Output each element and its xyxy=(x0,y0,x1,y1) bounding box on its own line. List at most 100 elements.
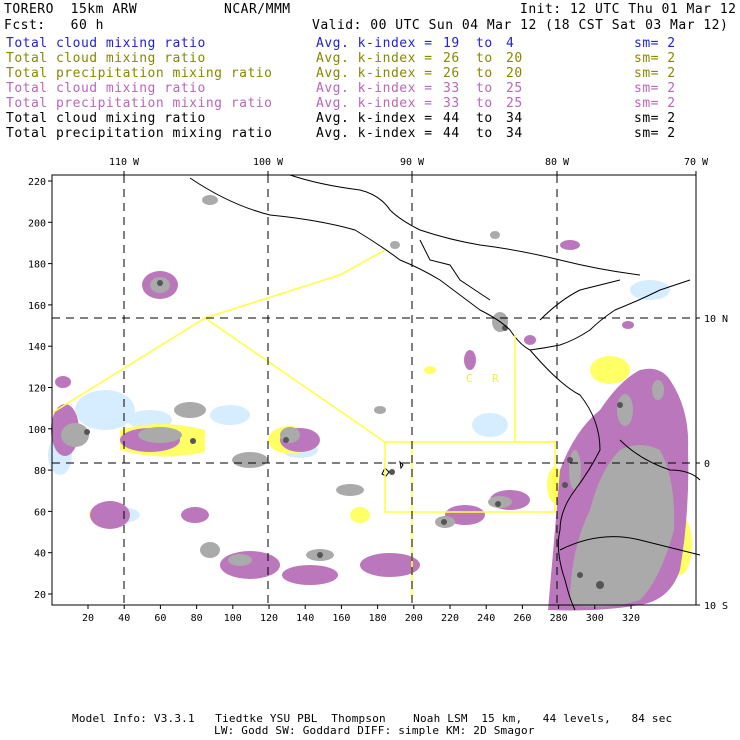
legend-row: Total cloud mixing ratio Avg. k-index = 1… xyxy=(6,36,736,51)
legend-index-to: 34 xyxy=(506,111,523,126)
legend-row: Total cloud mixing ratio Avg. k-index = 4… xyxy=(6,111,736,126)
x-tick-label: 180 xyxy=(369,613,387,624)
axis-labels: 110 W 100 W 90 W 80 W 70 W 10 N 0 10 S 220 200 180… xyxy=(28,157,728,624)
legend-smoothing: sm= 2 xyxy=(634,36,676,51)
lon-label: 90 W xyxy=(400,157,425,168)
valid-time: Valid: 00 UTC Sun 04 Mar 12 (18 CST Sat … xyxy=(312,18,729,33)
x-tick-label: 140 xyxy=(296,613,314,624)
x-tick-label: 300 xyxy=(586,613,604,624)
box-label-r: R xyxy=(492,372,499,385)
legend-row: Total cloud mixing ratio Avg. k-index = 3… xyxy=(6,81,736,96)
box-label-c: C xyxy=(466,372,473,385)
y-tick-label: 180 xyxy=(28,260,46,271)
model-title: TORERO 15km ARW xyxy=(4,2,138,17)
legend-to-word: to xyxy=(476,36,493,51)
x-tick-label: 240 xyxy=(477,613,495,624)
legend-field-name: Total cloud mixing ratio xyxy=(6,36,206,51)
x-tick-label: 20 xyxy=(82,613,94,624)
y-tick-label: 20 xyxy=(34,590,46,601)
lon-label: 70 W xyxy=(684,157,709,168)
legend-index-to: 20 xyxy=(506,66,523,81)
legend-field-name: Total cloud mixing ratio xyxy=(6,111,206,126)
y-tick-label: 200 xyxy=(28,218,46,229)
legend-smoothing: sm= 2 xyxy=(634,66,676,81)
legend-row: Total precipitation mixing ratio Avg. k-i… xyxy=(6,126,736,141)
lat-label: 10 N xyxy=(704,314,728,325)
x-tick-label: 200 xyxy=(405,613,423,624)
legend-field-name: Total cloud mixing ratio xyxy=(6,51,206,66)
legend-smoothing: sm= 2 xyxy=(634,51,676,66)
legend-index-from: 44 xyxy=(443,111,460,126)
legend-index-label: Avg. k-index = xyxy=(316,81,441,96)
legend-field-name: Total precipitation mixing ratio xyxy=(6,66,273,81)
x-tick-label: 220 xyxy=(441,613,459,624)
lon-label: 110 W xyxy=(109,157,140,168)
forecast-map: C R 110 W 100 W 90 W 80 W 70 W 10 N 0 10 S 220 20… xyxy=(28,157,728,624)
legend-index-to: 34 xyxy=(506,126,523,141)
x-tick-label: 40 xyxy=(118,613,130,624)
y-tick-label: 40 xyxy=(34,549,46,560)
x-tick-label: 80 xyxy=(191,613,203,624)
legend-index-label: Avg. k-index = xyxy=(316,126,441,141)
legend-index-from: 33 xyxy=(443,81,460,96)
lon-label: 100 W xyxy=(253,157,284,168)
legend-to-word: to xyxy=(476,96,493,111)
legend-to-word: to xyxy=(476,81,493,96)
x-tick-label: 260 xyxy=(513,613,531,624)
legend-to-word: to xyxy=(476,126,493,141)
y-tick-label: 60 xyxy=(34,507,46,518)
legend-index-to: 4 xyxy=(506,36,515,51)
legend-smoothing: sm= 2 xyxy=(634,81,676,96)
y-tick-label: 120 xyxy=(28,384,46,395)
model-physics: LW: Godd SW: Goddard DIFF: simple KM: 2D… xyxy=(214,724,535,737)
legend-index-from: 33 xyxy=(443,96,460,111)
legend-index-label: Avg. k-index = xyxy=(316,96,441,111)
legend-to-word: to xyxy=(476,51,493,66)
legend-index-to: 25 xyxy=(506,96,523,111)
x-tick-label: 280 xyxy=(550,613,568,624)
legend-index-label: Avg. k-index = xyxy=(316,36,441,51)
legend-to-word: to xyxy=(476,66,493,81)
legend-row: Total precipitation mixing ratio Avg. k-i… xyxy=(6,66,736,81)
y-tick-label: 100 xyxy=(28,425,46,436)
legend-index-from: 19 xyxy=(443,36,460,51)
init-time: Init: 12 UTC Thu 01 Mar 12 xyxy=(520,2,737,17)
x-tick-label: 60 xyxy=(154,613,166,624)
y-tick-label: 80 xyxy=(34,466,46,477)
legend-smoothing: sm= 2 xyxy=(634,111,676,126)
legend-smoothing: sm= 2 xyxy=(634,126,676,141)
lat-label: 0 xyxy=(704,459,710,470)
center-name: NCAR/MMM xyxy=(224,2,291,17)
axis-ticks xyxy=(48,171,700,609)
legend-row: Total precipitation mixing ratio Avg. k-i… xyxy=(6,96,736,111)
x-tick-label: 160 xyxy=(332,613,350,624)
lat-lon-grid xyxy=(52,175,696,605)
y-tick-label: 140 xyxy=(28,342,46,353)
field-shading xyxy=(48,195,692,611)
legend-field-name: Total precipitation mixing ratio xyxy=(6,96,273,111)
lat-label: 10 S xyxy=(704,601,728,612)
y-tick-label: 160 xyxy=(28,301,46,312)
legend-index-from: 44 xyxy=(443,126,460,141)
legend-field-name: Total cloud mixing ratio xyxy=(6,81,206,96)
legend-index-to: 20 xyxy=(506,51,523,66)
legend-to-word: to xyxy=(476,111,493,126)
map-frame xyxy=(51,174,697,606)
forecast-hour: Fcst: 60 h xyxy=(4,18,104,33)
legend-index-label: Avg. k-index = xyxy=(316,111,441,126)
x-tick-label: 120 xyxy=(260,613,278,624)
legend-field-name: Total precipitation mixing ratio xyxy=(6,126,273,141)
y-tick-label: 220 xyxy=(28,177,46,188)
legend-index-from: 26 xyxy=(443,51,460,66)
legend-index-label: Avg. k-index = xyxy=(316,66,441,81)
x-tick-label: 100 xyxy=(224,613,242,624)
x-tick-label: 320 xyxy=(622,613,640,624)
model-info: Model Info: V3.3.1 Tiedtke YSU PBL Thomp… xyxy=(72,712,673,725)
lon-label: 80 W xyxy=(545,157,570,168)
coastlines xyxy=(189,174,701,611)
legend-index-from: 26 xyxy=(443,66,460,81)
legend-index-label: Avg. k-index = xyxy=(316,51,441,66)
legend-smoothing: sm= 2 xyxy=(634,96,676,111)
legend-row: Total cloud mixing ratio Avg. k-index = 2… xyxy=(6,51,736,66)
legend-index-to: 25 xyxy=(506,81,523,96)
